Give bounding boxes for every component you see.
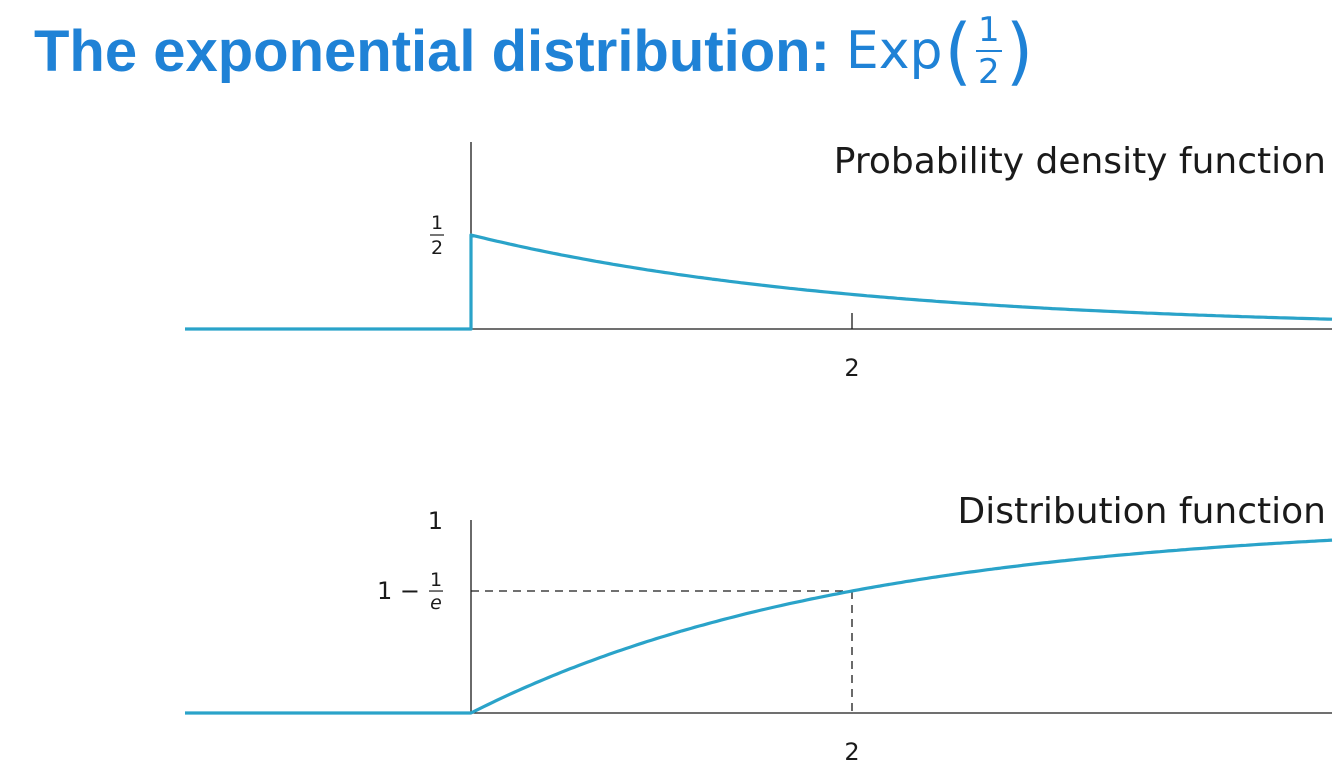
chart-panel-pdf: Probability density function 2 1 2 — [185, 141, 1333, 382]
y-tick-label-denominator: 2 — [431, 237, 443, 259]
y-tick-label: 1 — [428, 507, 443, 535]
title-exp: Exp — [845, 21, 943, 81]
title-frac-denominator: 2 — [978, 52, 1000, 92]
chart-title: Probability density function — [834, 141, 1326, 182]
y-tick-label-denominator: e — [430, 592, 442, 614]
title-formula: Exp ( 1 2 ) — [846, 13, 1035, 89]
title-frac-numerator: 1 — [978, 10, 1000, 50]
title-fraction: 1 2 — [975, 10, 1002, 92]
y-tick-label-numerator: 1 — [431, 212, 443, 234]
title-right-paren: ) — [1005, 7, 1034, 95]
x-tick-label: 2 — [844, 354, 859, 382]
title-text: The exponential distribution: — [34, 18, 830, 84]
chart-title: Distribution function — [957, 491, 1326, 532]
y-tick-label-prefix: 1 − — [377, 577, 420, 605]
series-line — [185, 538, 1333, 715]
title-frac-bar — [975, 50, 1002, 52]
x-tick-label: 2 — [844, 738, 859, 766]
page-title: The exponential distribution: Exp ( 1 2 … — [34, 6, 1035, 96]
title-left-paren: ( — [944, 7, 972, 95]
series-line — [185, 233, 1333, 331]
y-tick-label-numerator: 1 — [430, 569, 442, 591]
